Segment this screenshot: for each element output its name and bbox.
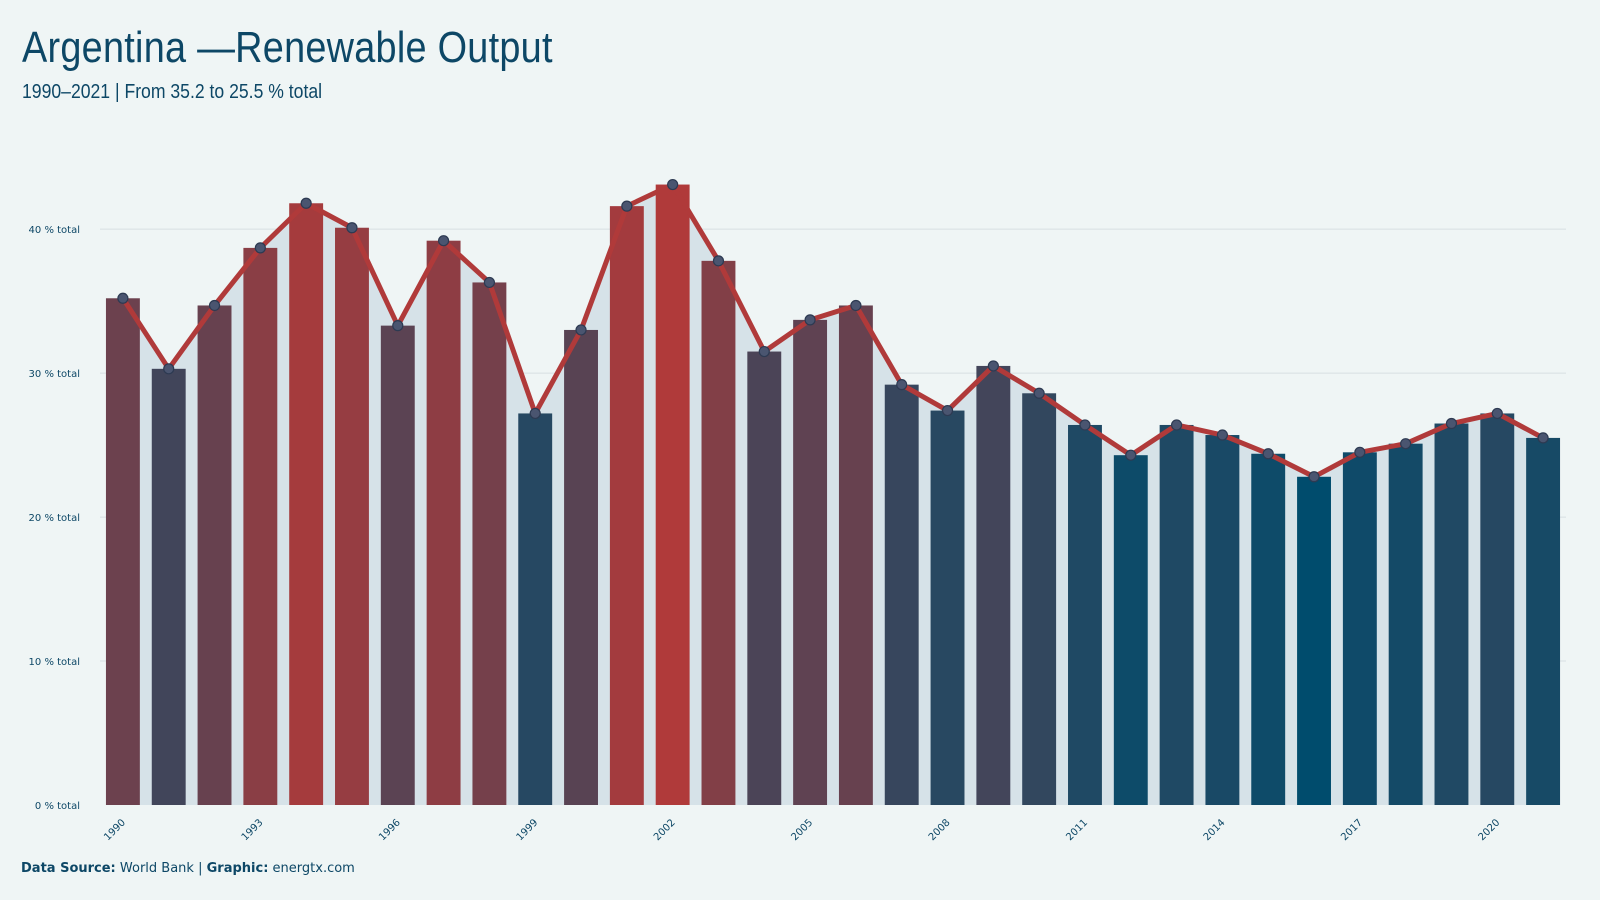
bar-2015 <box>1251 453 1286 805</box>
x-tick-label: 2014 <box>1202 817 1228 843</box>
y-tick-label: 20 % total <box>29 513 80 524</box>
chart-title: Argentina —Renewable Output <box>22 23 553 72</box>
bar-1992 <box>197 305 232 805</box>
bar-2000 <box>564 329 598 805</box>
bar-1993 <box>243 247 278 805</box>
point-2009 <box>987 360 999 372</box>
bar-2005 <box>793 319 828 805</box>
bar-2012 <box>1113 455 1148 805</box>
point-1998 <box>483 276 496 289</box>
bar-1998 <box>472 282 507 805</box>
bar-2002 <box>655 184 690 806</box>
bar-2004 <box>747 351 782 805</box>
chart-subtitle: 1990–2021 | From 35.2 to 25.5 % total <box>22 81 323 103</box>
bar-2020 <box>1480 413 1515 805</box>
x-tick-label: 2008 <box>927 817 953 843</box>
bars <box>105 184 1561 806</box>
point-2007 <box>896 379 908 391</box>
trend-line-path <box>120 182 1546 480</box>
bar-2011 <box>1068 424 1102 805</box>
bar-2016 <box>1297 476 1331 805</box>
x-tick-label: 2005 <box>789 817 815 843</box>
point-1997 <box>437 235 450 247</box>
y-tick-label: 30 % total <box>29 369 80 380</box>
point-1990 <box>117 292 129 304</box>
footer-separator: | <box>198 861 203 876</box>
x-tick-label: 1993 <box>240 817 266 843</box>
source-value: World Bank <box>119 861 194 876</box>
trend-line <box>120 182 1546 480</box>
point-1995 <box>346 222 358 234</box>
point-2001 <box>621 200 633 212</box>
x-tick-label: 2017 <box>1339 817 1365 843</box>
x-tick-label: 2020 <box>1477 817 1503 843</box>
point-2006 <box>850 299 862 312</box>
line-points <box>117 178 1549 483</box>
source-label: Data Source: <box>21 861 116 876</box>
point-2017 <box>1354 446 1366 458</box>
point-2021 <box>1537 432 1549 444</box>
point-1993 <box>254 242 266 254</box>
bar-1990 <box>105 298 140 805</box>
point-2004 <box>758 345 770 358</box>
x-tick-label: 1999 <box>515 817 541 843</box>
graphic-value: energtx.com <box>272 861 355 876</box>
point-2008 <box>941 404 954 417</box>
y-tick-label: 10 % total <box>29 657 80 668</box>
point-2005 <box>804 314 816 326</box>
point-2000 <box>575 324 587 336</box>
bar-1994 <box>289 203 324 805</box>
bar-1991 <box>151 368 186 805</box>
point-2016 <box>1308 471 1320 483</box>
bar-2019 <box>1434 423 1469 805</box>
bar-2006 <box>838 305 873 805</box>
y-tick-label: 0 % total <box>35 801 80 812</box>
x-tick-label: 1996 <box>377 817 403 843</box>
bar-2017 <box>1342 452 1377 805</box>
point-1994 <box>300 197 312 209</box>
x-tick-label: 2002 <box>652 817 678 843</box>
point-2013 <box>1170 419 1183 431</box>
graphic-label: Graphic: <box>206 861 269 876</box>
point-1992 <box>208 299 221 312</box>
point-2018 <box>1400 438 1412 450</box>
bar-2014 <box>1205 435 1240 805</box>
point-1999 <box>529 407 541 420</box>
bar-2021 <box>1526 437 1561 805</box>
point-2003 <box>712 255 725 267</box>
bar-2008 <box>930 410 965 805</box>
bar-2018 <box>1388 443 1423 805</box>
x-tick-label: 2011 <box>1064 817 1090 843</box>
point-2015 <box>1262 448 1274 460</box>
point-2012 <box>1125 449 1137 461</box>
bar-2010 <box>1022 393 1057 805</box>
bar-1997 <box>426 240 461 805</box>
bar-2003 <box>701 260 736 805</box>
bar-1995 <box>335 227 369 805</box>
bar-2007 <box>884 384 919 805</box>
point-2020 <box>1491 407 1503 420</box>
point-2014 <box>1216 429 1229 441</box>
point-1996 <box>392 320 404 332</box>
point-2019 <box>1445 417 1458 430</box>
footer: Data Source: World Bank | Graphic: energ… <box>21 861 355 876</box>
point-2011 <box>1079 419 1091 431</box>
bar-1996 <box>380 325 415 805</box>
point-1991 <box>163 363 175 375</box>
bar-2009 <box>976 365 1011 805</box>
point-2002 <box>667 178 679 191</box>
bar-2013 <box>1159 424 1194 805</box>
bar-2001 <box>609 206 644 806</box>
x-tick-label: 1990 <box>102 817 128 843</box>
x-axis-labels: 1990 1993 1996 1999 2002 2005 2008 2011 2014 2017… <box>102 817 1502 843</box>
bar-1999 <box>518 413 553 805</box>
y-axis-labels: 0 % total 10 % total 20 % total 30 % total 4… <box>29 225 80 812</box>
y-tick-label: 40 % total <box>29 225 80 236</box>
point-2010 <box>1033 387 1045 399</box>
